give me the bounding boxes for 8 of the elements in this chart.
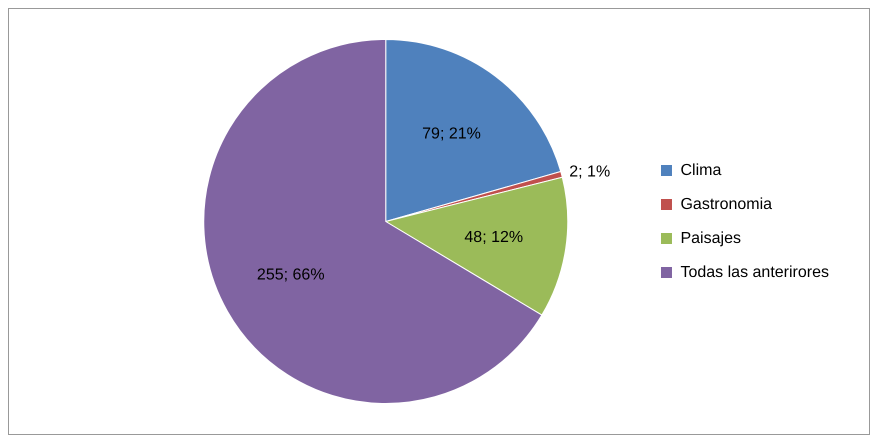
data-label: 255; 66% bbox=[256, 266, 325, 284]
legend-label: Clima bbox=[680, 162, 722, 179]
data-label: 48; 12% bbox=[464, 228, 524, 246]
legend-label: Todas las anterirores bbox=[680, 264, 829, 281]
legend-label: Paisajes bbox=[680, 230, 741, 247]
data-label: 2; 1% bbox=[569, 164, 610, 181]
data-label: 79; 21% bbox=[422, 126, 481, 143]
legend-label: Gastronomia bbox=[680, 196, 772, 213]
